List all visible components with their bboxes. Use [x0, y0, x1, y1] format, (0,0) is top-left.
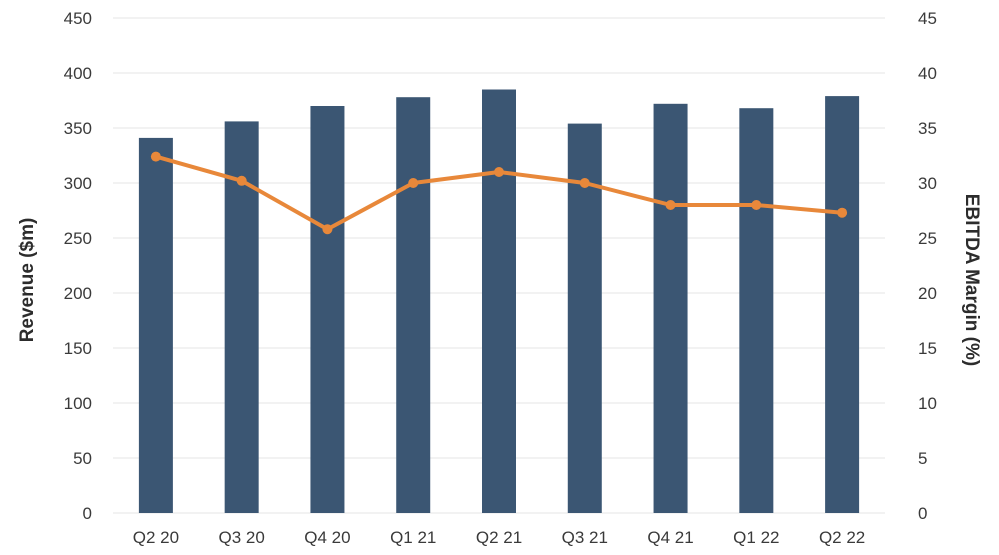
x-tick-label: Q1 21 — [390, 528, 436, 547]
ebitda-margin-line — [150, 151, 848, 235]
right-tick-label: 15 — [918, 339, 937, 358]
right-tick-label: 10 — [918, 394, 937, 413]
left-axis-title: Revenue ($m) — [17, 218, 38, 343]
right-tick-label: 40 — [918, 64, 937, 83]
revenue-bar — [653, 103, 688, 514]
x-axis-ticks: Q2 20 Q3 20 Q4 20 Q1 21 Q2 21 Q3 21 Q4 21 Q1 22… — [133, 528, 866, 547]
ebitda-margin-point — [665, 200, 676, 210]
revenue-bar — [825, 96, 860, 513]
ebitda-margin-point — [494, 167, 504, 177]
x-tick-label: Q3 21 — [562, 528, 608, 547]
left-tick-label: 100 — [64, 394, 92, 413]
left-axis-ticks: 0 50 100 150 200 250 300 350 400 450 — [64, 9, 92, 523]
revenue-bar — [567, 123, 602, 513]
ebitda-margin-point — [322, 224, 333, 235]
x-tick-label: Q2 20 — [133, 528, 179, 547]
revenue-bar — [310, 106, 345, 513]
x-tick-label: Q2 22 — [819, 528, 865, 547]
left-tick-label: 450 — [64, 9, 92, 28]
right-tick-label: 0 — [918, 504, 927, 523]
ebitda-margin-point — [579, 178, 590, 188]
left-tick-label: 400 — [64, 64, 92, 83]
right-axis-title: EBITDA Margin (%) — [961, 194, 982, 366]
left-tick-label: 300 — [64, 174, 92, 193]
left-tick-label: 0 — [83, 504, 92, 523]
x-tick-label: Q3 20 — [219, 528, 265, 547]
x-tick-label: Q4 20 — [304, 528, 350, 547]
right-tick-label: 25 — [918, 229, 937, 248]
left-tick-label: 250 — [64, 229, 92, 248]
revenue-bar — [396, 97, 431, 513]
ebitda-margin-point — [751, 200, 762, 210]
revenue-bar — [739, 108, 774, 513]
left-tick-label: 350 — [64, 119, 92, 138]
right-tick-label: 35 — [918, 119, 937, 138]
x-tick-label: Q1 22 — [733, 528, 779, 547]
left-tick-label: 200 — [64, 284, 92, 303]
revenue-bars — [138, 89, 860, 514]
ebitda-margin-point — [837, 207, 848, 218]
revenue-bar — [138, 137, 173, 513]
right-tick-label: 20 — [918, 284, 937, 303]
left-tick-label: 50 — [73, 449, 92, 468]
right-tick-label: 45 — [918, 9, 937, 28]
left-tick-label: 150 — [64, 339, 92, 358]
right-tick-label: 30 — [918, 174, 937, 193]
right-axis-ticks: 0 5 10 15 20 25 30 35 40 45 — [918, 9, 937, 523]
x-tick-label: Q4 21 — [647, 528, 693, 547]
ebitda-margin-point — [236, 175, 247, 186]
ebitda-margin-point — [408, 178, 419, 188]
revenue-bar — [482, 89, 516, 513]
x-tick-label: Q2 21 — [476, 528, 522, 547]
right-tick-label: 5 — [918, 449, 927, 468]
ebitda-margin-point — [150, 151, 161, 162]
